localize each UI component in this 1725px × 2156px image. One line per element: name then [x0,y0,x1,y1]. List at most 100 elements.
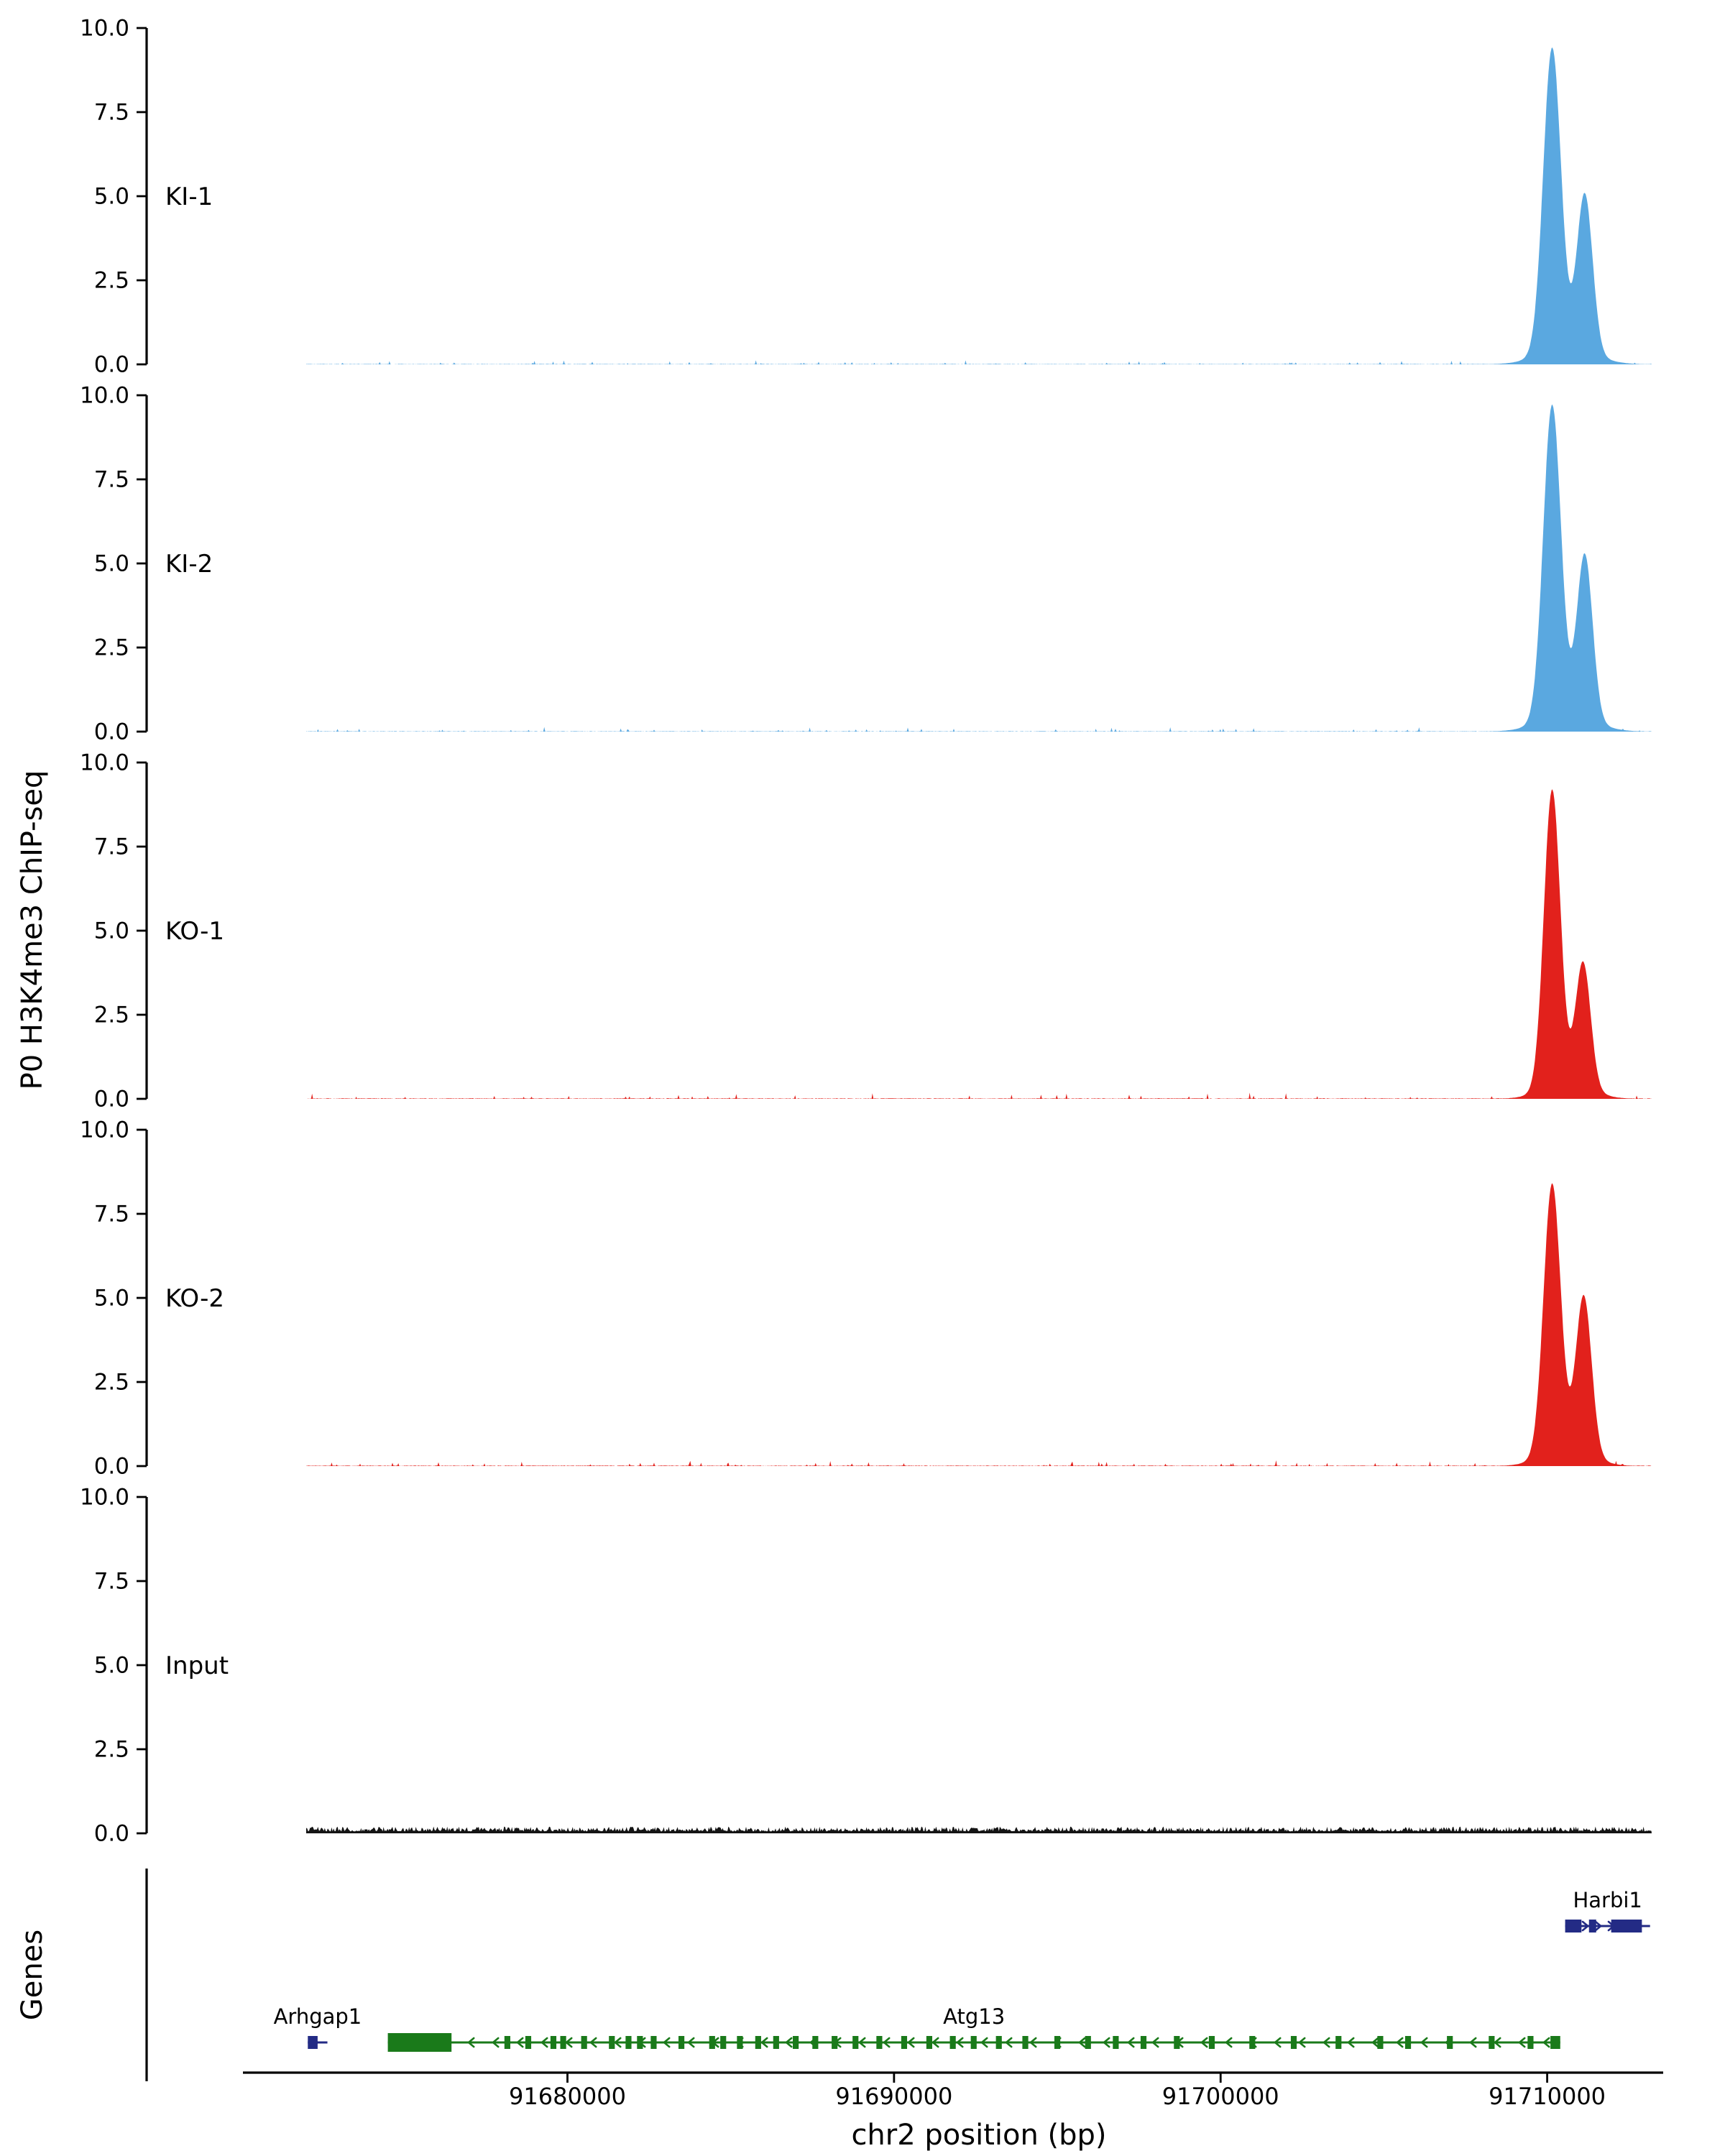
gene-exon [995,2036,1002,2049]
gene-exon [550,2036,557,2049]
signal-area [306,789,1652,1099]
x-axis: 91680000 91690000 91700000 91710000 [243,2071,1663,2110]
y-tick-label: 0.0 [94,352,129,378]
gene-exon [1404,2036,1412,2049]
strand-arrow [614,2037,622,2048]
strand-arrow [858,2037,866,2048]
gene-label: Arhgap1 [274,2004,362,2029]
gene-exon [901,2036,908,2049]
gene-exon [1085,2036,1091,2049]
gene-exon [525,2036,532,2049]
gene-exon [1565,1920,1582,1932]
gene-exon [832,2036,838,2049]
gene-exon [581,2036,587,2049]
gene-exon [773,2036,779,2049]
strand-arrow [760,2037,768,2048]
strand-arrow [540,2037,548,2048]
y-tick-label: 2.5 [94,1370,129,1396]
y-tick-label: 0.0 [94,1821,129,1847]
gene-exon [949,2036,956,2049]
strand-arrow [1347,2037,1355,2048]
y-tick-label: 5.0 [94,1653,129,1679]
gene-exon [970,2036,977,2049]
y-tick-label: 5.0 [94,918,129,944]
gene-exon [1249,2036,1256,2049]
gene-label: Atg13 [943,2004,1005,2029]
gene-arhgap1: Arhgap1 [274,2004,362,2049]
gene-exon [650,2036,657,2049]
strand-arrow [956,2037,964,2048]
gene-exon [1527,2036,1534,2049]
signal-area [306,1183,1652,1466]
gene-exon [737,2036,743,2049]
gene-exon [1588,1920,1596,1932]
track-panel-ko-2: 0.0 2.5 5.0 7.5 10.0 KO-2 [80,1118,1652,1480]
y-tick-label: 2.5 [94,1003,129,1028]
y-tick-label: 10.0 [80,750,129,776]
strand-arrow [1127,2037,1135,2048]
y-tick-label: 5.0 [94,1286,129,1312]
strand-arrow [565,2037,573,2048]
gene-label: Harbi1 [1573,1888,1642,1912]
y-tick-label: 7.5 [94,467,129,493]
track-panel-ki-1: 0.0 2.5 5.0 7.5 10.0 KI-1 [80,16,1652,378]
strand-arrow [1225,2037,1233,2048]
gene-exon [709,2036,715,2049]
strand-arrow [1518,2037,1526,2048]
strand-arrow [1078,2037,1086,2048]
strand-arrow [1420,2037,1428,2048]
strand-arrow [785,2037,793,2048]
strand-arrow [1005,2037,1013,2048]
gene-exon [852,2036,859,2049]
y-tick-label: 0.0 [94,719,129,745]
strand-arrow [687,2037,695,2048]
y-tick-label: 10.0 [80,16,129,42]
gene-exon [1611,1920,1642,1932]
gene-exon [812,2036,819,2049]
gene-exon [1174,2036,1180,2049]
gene-exon [1208,2036,1215,2049]
strand-arrow [1494,2037,1501,2048]
strand-arrow [1371,2037,1379,2048]
y-tick-label: 10.0 [80,1485,129,1511]
x-tick-label: 91700000 [1162,2083,1279,2110]
y-tick-label: 10.0 [80,1118,129,1143]
genes-axis-title: Genes [16,1930,49,2020]
tracks-panel: 0.0 2.5 5.0 7.5 10.0 KI-1 0.0 2.5 5.0 7.5 10.0 KI-2… [80,16,1652,1847]
track-label: KI-1 [165,183,213,211]
genes-panel: Arhgap1 Atg13 Harbi1 [145,1869,1650,2081]
track-panel-input: 0.0 2.5 5.0 7.5 10.0 Input [80,1485,1652,1847]
gene-harbi1: Harbi1 [1565,1888,1650,1932]
y-tick-label: 10.0 [80,383,129,409]
gene-exon [504,2036,510,2049]
gene-exon [1022,2036,1029,2049]
gene-exon [308,2036,318,2049]
signal-area [306,47,1652,364]
y-tick-label: 5.0 [94,551,129,577]
y-tick-label: 7.5 [94,100,129,126]
strand-arrow [663,2037,671,2048]
strand-arrow [1029,2037,1037,2048]
gene-exon [1377,2036,1384,2049]
gene-exon [625,2036,632,2049]
y-tick-label: 2.5 [94,1737,129,1763]
track-label: Input [165,1651,229,1680]
gene-exon [1054,2036,1061,2049]
gene-exon [637,2036,643,2049]
y-tick-label: 7.5 [94,834,129,860]
gene-exon [387,2033,452,2052]
track-label: KO-2 [165,1284,224,1313]
strand-arrow [932,2037,939,2048]
gene-exon [793,2036,799,2049]
x-tick-label: 91710000 [1489,2083,1606,2110]
y-tick-label: 7.5 [94,1569,129,1595]
strand-arrow [1298,2037,1306,2048]
strand-arrow [492,2037,500,2048]
strand-arrow [883,2037,891,2048]
gene-exon [1489,2036,1495,2049]
strand-arrow [1103,2037,1110,2048]
gene-exon [1290,2036,1297,2049]
strand-arrow [467,2037,475,2048]
